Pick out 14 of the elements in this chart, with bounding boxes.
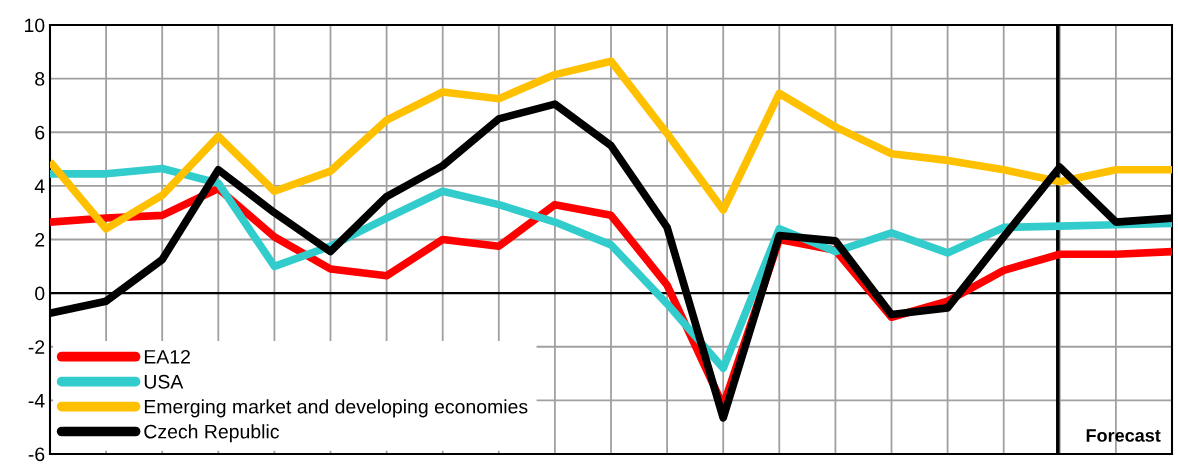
legend-label: USA bbox=[144, 374, 184, 389]
y-tick-label: 8 bbox=[35, 72, 45, 86]
y-tick-label: 0 bbox=[35, 286, 45, 301]
legend-label: Emerging market and developing economies bbox=[144, 399, 528, 418]
y-tick-label: -4 bbox=[28, 394, 45, 408]
legend-label: EA12 bbox=[144, 349, 190, 364]
y-tick-label: -6 bbox=[28, 447, 45, 462]
y-tick-label: -2 bbox=[28, 340, 45, 354]
y-tick-label: 6 bbox=[35, 125, 45, 140]
y-tick-label: 4 bbox=[34, 179, 45, 193]
y-tick-label: 10 bbox=[25, 18, 45, 33]
y-tick-label: 2 bbox=[35, 232, 45, 247]
annotation: Forecast bbox=[1086, 429, 1161, 442]
legend-label: Czech Republic bbox=[144, 424, 279, 443]
